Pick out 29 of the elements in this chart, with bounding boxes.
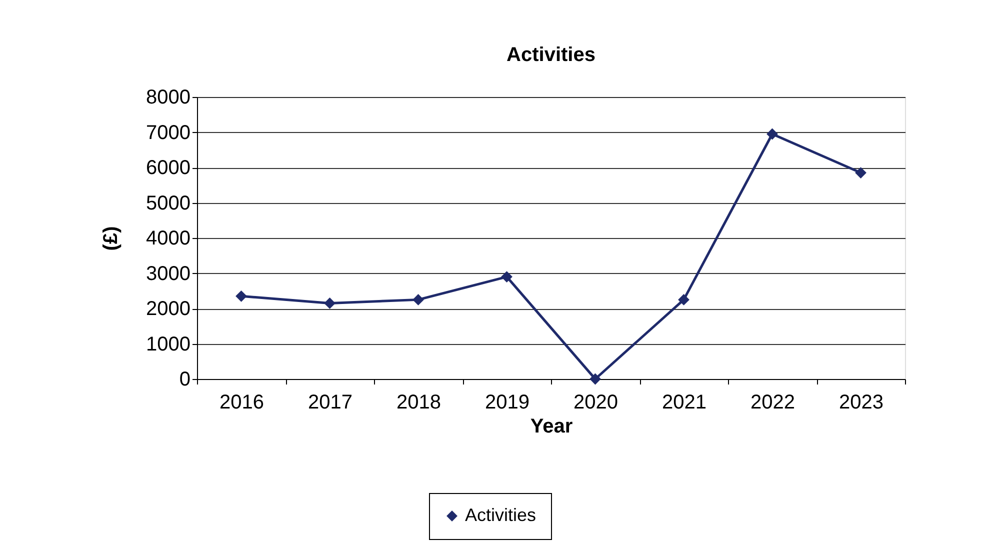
x-axis-title: Year [530,416,573,438]
y-tick-label: 3000 [146,262,190,285]
y-tick-label: 7000 [146,122,190,144]
point [412,294,424,306]
y-tick-label: 0 [179,368,190,390]
y-tick-label: 1000 [146,333,190,356]
x-tick-label: 2021 [662,392,706,414]
point [324,298,336,309]
point [590,373,601,385]
x-tick-label: 2023 [839,392,884,414]
y-tick-label: 5000 [146,192,190,214]
chart-title: Activities [506,44,596,66]
point [766,128,778,140]
point [236,290,247,302]
y-axis-title: (£) [100,226,122,251]
y-tick-label: 4000 [146,228,190,250]
legend-label: Activities [465,505,536,525]
y-tick-label: 2000 [146,298,190,320]
point [501,271,512,282]
point [855,167,866,178]
x-tick-label: 2019 [485,392,530,414]
point [678,294,690,306]
x-tick-label: 2017 [308,392,352,414]
y-tick-label: 8000 [146,86,190,108]
x-tick-label: 2020 [574,392,618,414]
x-tick-label: 2022 [750,392,795,414]
y-tick-label: 6000 [146,157,190,179]
x-tick-label: 2016 [220,392,264,414]
x-tick-label: 2018 [396,392,441,414]
